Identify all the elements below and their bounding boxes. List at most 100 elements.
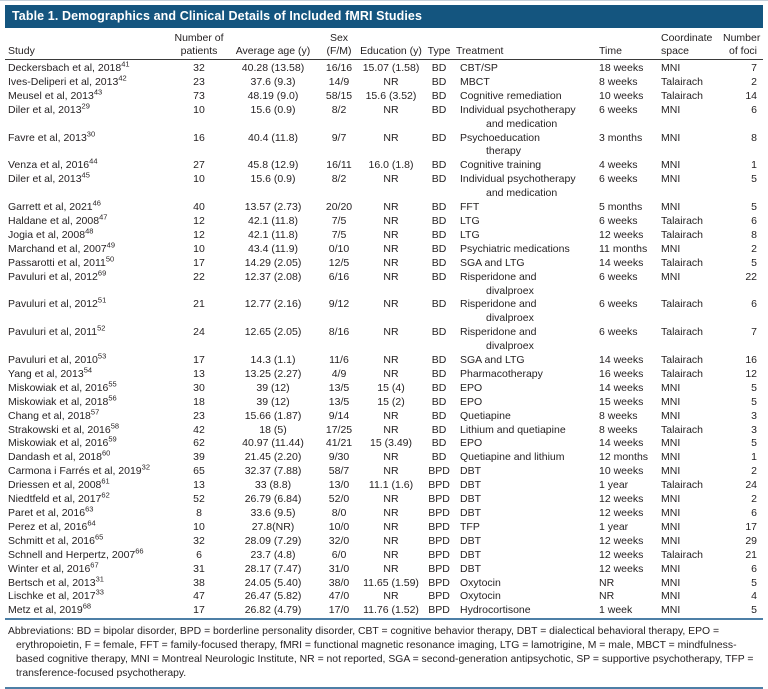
space-cell: MNI [661,604,681,617]
age-cell: 40.4 (11.8) [247,131,298,144]
foci-cell: 1 [751,451,757,464]
age-cell: 26.47 (5.82) [244,590,302,603]
reference-superscript: 43 [93,87,103,97]
treatment-cell: Oxytocin [460,576,501,589]
time-cell: NR [599,576,615,589]
table-row: Ives-Deliperi et al, 201342 23 37.6 (9.3) 1… [5,74,763,90]
time-cell: 6 weeks [599,173,638,186]
table-row: Winter et al, 201667 31 28.17 (7.47) 31/0 NR… [5,561,763,577]
treatment-cell: Hydrocortisone [460,604,531,617]
education-cell: 15 (2) [377,395,405,408]
time-cell: 16 weeks [599,367,644,380]
foci-cell: 5 [751,576,757,589]
column-header-treatment: Treatment [456,28,595,60]
treatment-cell: EPO [460,395,483,408]
age-cell: 24.05 (5.40) [244,576,302,589]
patients-cell: 21 [193,298,205,311]
age-cell: 12.77 (2.16) [244,298,302,311]
study-cell: Marchand et al, 200749 [8,240,115,255]
patients-cell: 23 [193,75,205,88]
time-cell: 5 months [599,201,643,214]
foci-cell: 5 [751,173,757,186]
space-cell: MNI [661,493,681,506]
type-cell: BPD [428,520,450,533]
study-cell: Diler et al, 201329 [8,101,90,116]
table-title: Table 1. Demographics and Clinical Detai… [12,9,423,23]
patients-cell: 52 [193,493,205,506]
table-row: Schnell and Herpertz, 200766 6 23.7 (4.8) 6… [5,547,763,563]
study-cell: Yang et al, 201354 [8,365,93,380]
sex-cell: 0/10 [328,242,350,255]
patients-cell: 47 [193,590,205,603]
reference-superscript: 56 [108,393,117,403]
education-cell: 11.65 (1.59) [363,576,419,589]
table-row: Lischke et al, 201733 47 26.47 (5.82) 47/0 N… [5,589,763,604]
age-cell: 39 (12) [256,381,290,394]
reference-superscript: 51 [97,295,107,305]
table-row: Schmitt et al, 201665 32 28.09 (7.29) 32/0 N… [5,532,763,549]
column-header-study: Study [5,28,170,60]
foci-cell: 22 [745,270,757,283]
header-row: Study Number of patients Average age (y)… [5,28,763,60]
table-row: Garrett et al, 202146 40 13.57 (2.73) 20/20… [5,199,763,215]
foci-cell: 1 [751,159,757,172]
patients-cell: 10 [193,103,205,116]
reference-superscript: 47 [99,212,108,222]
study-cell: Schmitt et al, 201665 [8,532,104,547]
education-cell: NR [383,520,399,533]
study-cell: Miskowiak et al, 201659 [8,434,117,450]
type-cell: BPD [428,604,450,617]
type-cell: BD [431,173,447,186]
patients-cell: 6 [196,548,202,561]
sex-cell: 7/5 [331,228,347,241]
table-row: Meusel et al, 201343 73 48.19 (9.0) 58/15 15… [5,87,763,104]
sex-cell: 16/16 [325,62,353,74]
study-cell: Strakowski et al, 201658 [8,421,120,436]
space-cell: Talairach [661,548,704,561]
study-cell: Driessen et al, 200861 [8,476,110,492]
sex-cell: 47/0 [328,590,350,603]
education-cell: NR [383,354,399,367]
reference-superscript: 69 [97,268,107,278]
table-footnote: Abbreviations: BD = bipolar disorder, BP… [5,620,763,689]
table-row: Carmona i Farrés et al, 201932 65 32.37 (7… [5,464,763,479]
reference-superscript: 45 [81,170,90,180]
type-cell: BPD [428,562,450,575]
age-cell: 48.19 (9.0) [247,89,299,102]
study-cell: Haldane et al, 200847 [8,212,108,227]
column-header-foci: Number of foci [723,28,763,60]
age-cell: 28.09 (7.29) [244,534,302,547]
treatment-cell: TFP [460,520,480,533]
time-cell: 1 week [599,604,633,617]
time-cell: 12 weeks [599,493,644,506]
column-header-coordinate-space: Coordinate space [659,28,723,60]
table-row: Marchand et al, 200749 10 43.4 (11.9) 0/10 N… [5,240,763,257]
education-cell: NR [383,548,399,561]
education-cell: NR [383,242,399,255]
space-cell: MNI [661,62,681,74]
study-cell: Bertsch et al, 201331 [8,574,104,589]
time-cell: 1 year [599,520,629,533]
table-row: Perez et al, 201664 10 27.8(NR) 10/0 NR BPD TF… [5,519,763,535]
education-cell: NR [383,270,399,283]
foci-cell: 5 [751,437,757,450]
foci-cell: 16 [745,354,757,367]
reference-superscript: 29 [81,101,90,111]
reference-superscript: 31 [95,574,104,584]
education-cell: NR [383,451,399,464]
reference-superscript: 60 [102,448,111,458]
treatment-cell: EPO [460,381,483,394]
treatment-cell: Psychoeducation therapy [460,131,540,158]
sex-cell: 58/15 [325,89,353,102]
study-cell: Favre et al, 201330 [8,129,96,144]
time-cell: 15 weeks [599,395,644,408]
type-cell: BPD [428,493,450,506]
space-cell: Talairach [661,367,704,380]
reference-superscript: 52 [97,323,106,333]
sex-cell: 13/5 [328,395,350,408]
table-body: Deckersbach et al, 201841 32 40.28 (13.58)… [5,60,763,620]
type-cell: BD [431,367,447,380]
time-cell: 6 weeks [599,270,638,283]
time-cell: 6 weeks [599,103,638,116]
